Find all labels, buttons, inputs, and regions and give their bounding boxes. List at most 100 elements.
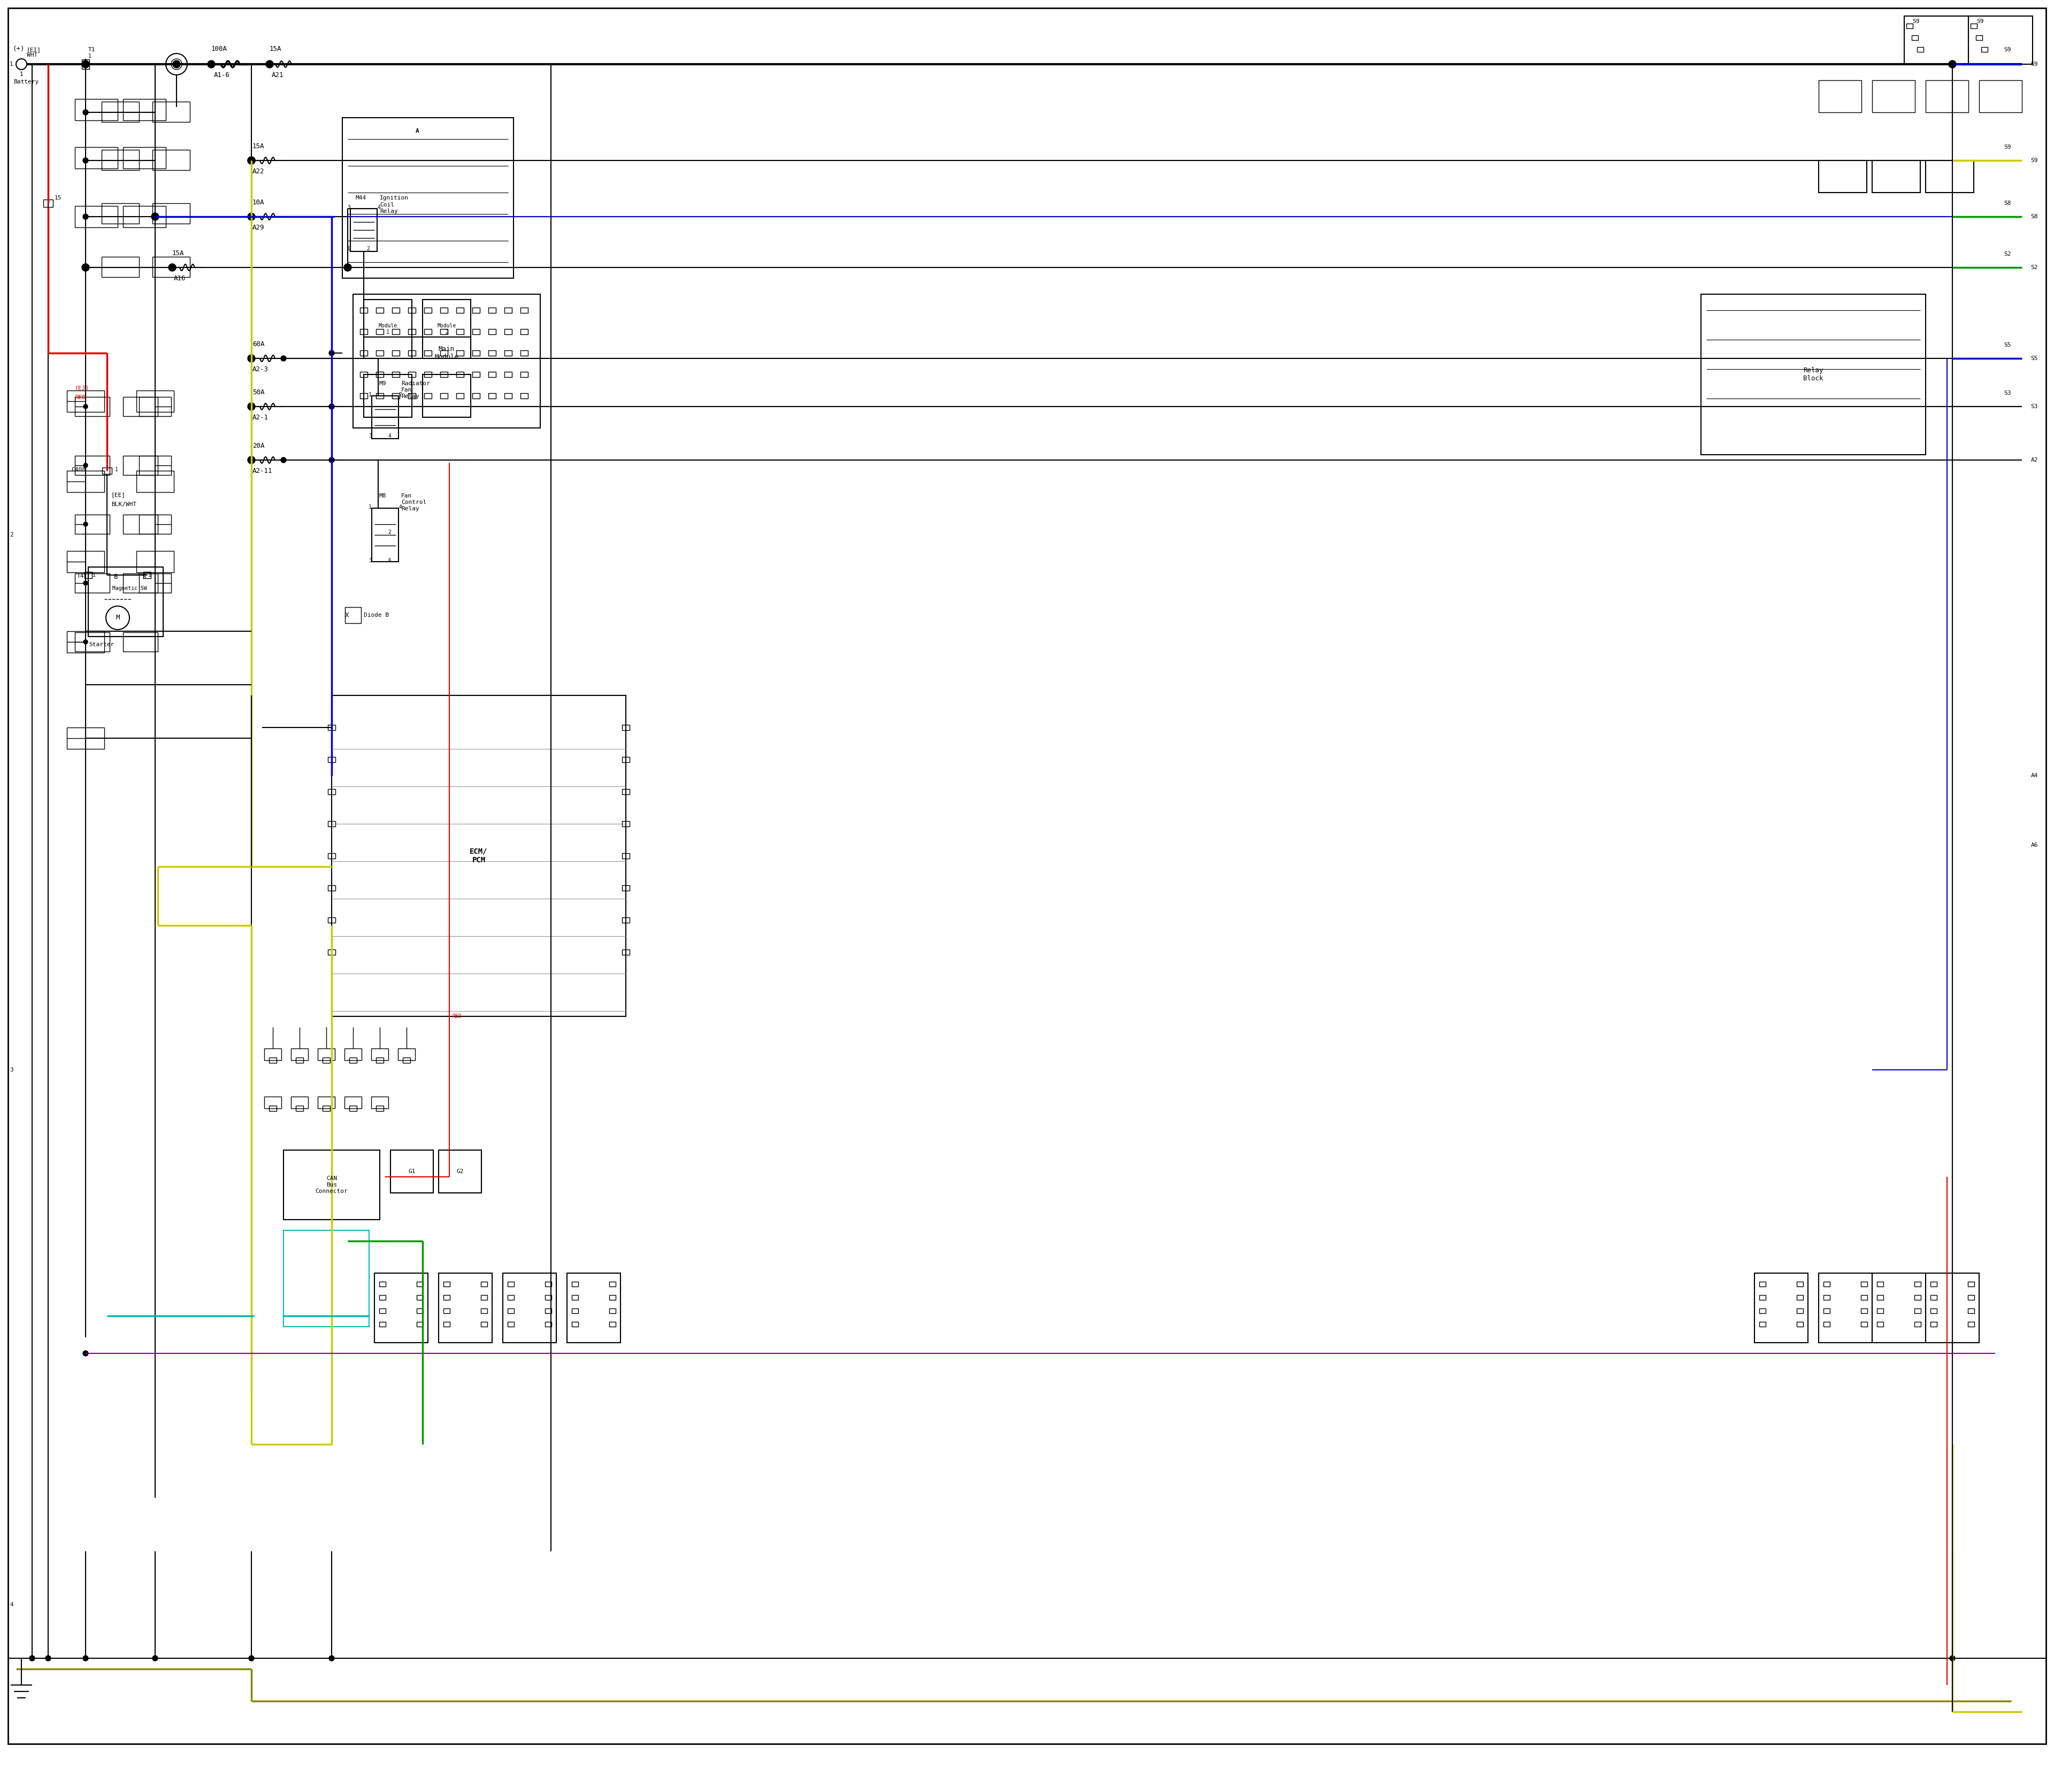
Bar (74, 633, 109, 652)
Circle shape (107, 606, 129, 629)
Bar (622, 918, 631, 923)
Text: S3: S3 (2005, 391, 2011, 396)
Circle shape (249, 1656, 255, 1661)
Bar (359, 351, 368, 357)
Bar (140, 396, 170, 416)
Bar (1970, 23, 1976, 29)
Circle shape (281, 357, 286, 360)
Circle shape (249, 403, 255, 410)
Bar (481, 1322, 487, 1326)
Bar (1871, 1272, 1927, 1342)
Bar (1968, 1296, 1974, 1299)
Text: 1: 1 (368, 504, 372, 509)
Text: 2: 2 (10, 532, 12, 538)
Bar (544, 1296, 550, 1299)
Bar (456, 308, 464, 314)
Bar (322, 1057, 331, 1063)
Text: A6: A6 (2031, 842, 2038, 848)
Text: 1: 1 (115, 468, 119, 473)
Bar (359, 330, 368, 335)
Bar (88, 566, 162, 636)
Circle shape (166, 54, 187, 75)
Text: 4: 4 (10, 1602, 12, 1607)
Bar (101, 151, 140, 170)
Text: 15A: 15A (253, 143, 265, 151)
Bar (343, 118, 514, 278)
Bar (376, 1057, 384, 1063)
Text: 15A: 15A (173, 249, 185, 256)
Bar (372, 1048, 388, 1061)
Bar (425, 308, 431, 314)
Text: 2: 2 (398, 392, 403, 398)
Text: Main
Module: Main Module (435, 346, 458, 360)
Circle shape (16, 59, 27, 70)
Circle shape (173, 61, 181, 68)
Text: S8: S8 (2031, 213, 2038, 219)
Circle shape (168, 263, 177, 271)
Circle shape (84, 405, 88, 409)
Bar (68, 391, 105, 412)
Bar (409, 308, 415, 314)
Circle shape (84, 464, 88, 468)
Bar (43, 199, 53, 208)
Bar (417, 1322, 423, 1326)
Bar (349, 1057, 357, 1063)
Bar (359, 371, 368, 376)
Bar (503, 1272, 557, 1342)
Text: S3: S3 (2031, 403, 2038, 409)
Bar (622, 756, 631, 762)
Bar (423, 375, 470, 418)
Bar (472, 351, 481, 357)
Bar (440, 392, 448, 398)
Bar (520, 371, 528, 376)
Bar (472, 392, 481, 398)
Bar (622, 950, 631, 955)
Bar (392, 308, 401, 314)
Circle shape (82, 158, 88, 163)
Text: T1: T1 (88, 47, 94, 52)
Bar (152, 256, 189, 278)
Text: M44: M44 (355, 195, 366, 201)
Bar (1927, 161, 1974, 192)
Bar (1931, 1281, 1937, 1287)
Bar (1871, 161, 1920, 192)
Text: Module
2: Module 2 (438, 323, 456, 335)
Text: A1-6: A1-6 (214, 72, 230, 79)
Bar (136, 550, 175, 572)
Bar (376, 1106, 384, 1111)
Bar (123, 147, 166, 168)
Bar (489, 308, 495, 314)
Bar (1760, 1322, 1766, 1326)
Bar (1982, 47, 1988, 52)
Bar (544, 1322, 550, 1326)
Bar (505, 371, 511, 376)
Bar (472, 371, 481, 376)
Bar (68, 728, 105, 749)
Bar (136, 471, 175, 493)
Bar (84, 572, 92, 579)
Text: 4: 4 (398, 504, 403, 509)
Bar (398, 1048, 415, 1061)
Text: Relay: Relay (380, 208, 398, 213)
Bar (507, 1308, 514, 1314)
Circle shape (249, 156, 255, 165)
Bar (283, 1150, 380, 1220)
Bar (265, 1048, 281, 1061)
Circle shape (170, 59, 183, 70)
Bar (403, 1057, 411, 1063)
Text: 1: 1 (92, 572, 97, 577)
Bar (144, 572, 150, 579)
Bar (481, 1296, 487, 1299)
Bar (140, 455, 170, 475)
Text: 50A: 50A (253, 389, 265, 396)
Bar (456, 330, 464, 335)
Bar (74, 396, 109, 416)
Bar (345, 1097, 362, 1109)
Bar (152, 202, 189, 224)
Bar (296, 1057, 304, 1063)
Text: (+): (+) (12, 45, 25, 52)
Bar (123, 455, 158, 475)
Bar (331, 695, 626, 1016)
Circle shape (45, 1656, 51, 1661)
Text: A4: A4 (2031, 772, 2038, 778)
